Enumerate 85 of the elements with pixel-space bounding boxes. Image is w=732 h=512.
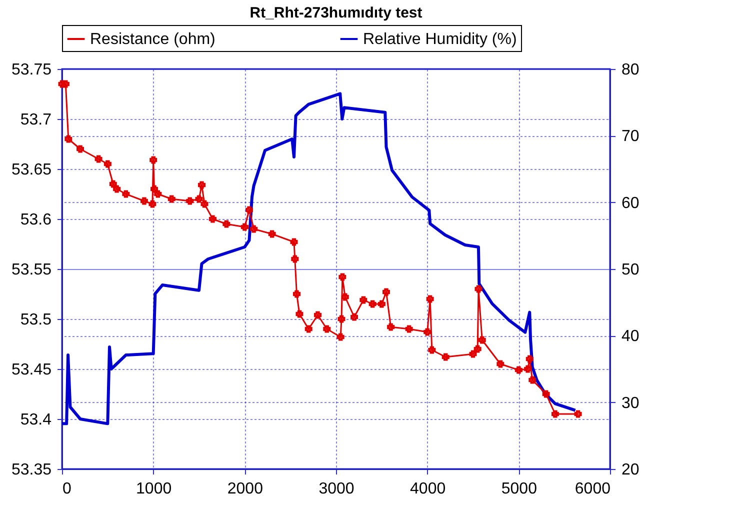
- chart-title: Rt_Rht-273humıdıty test: [250, 4, 422, 22]
- y-tick-label: 53.7: [20, 112, 52, 128]
- y-tick-label: 53.45: [11, 362, 52, 378]
- point: [442, 353, 450, 361]
- point: [62, 80, 70, 88]
- point: [296, 310, 304, 318]
- point: [469, 350, 477, 358]
- y-tick-label: 53.75: [11, 62, 52, 78]
- point: [424, 328, 432, 336]
- point: [240, 223, 248, 231]
- point: [104, 160, 112, 168]
- y-tick-label: 53.55: [11, 262, 52, 278]
- point: [291, 255, 299, 263]
- x-tick-label: 1000: [136, 480, 172, 498]
- point: [542, 390, 550, 398]
- point: [250, 225, 258, 233]
- point: [113, 185, 121, 193]
- y2-tick-label: 60: [622, 194, 640, 212]
- point: [290, 238, 298, 246]
- point: [336, 333, 344, 341]
- legend-label: Resistance (ohm): [90, 31, 216, 48]
- point: [168, 195, 176, 203]
- point: [426, 295, 434, 303]
- point: [200, 200, 208, 208]
- x-tick-label: 5000: [501, 480, 538, 498]
- point: [292, 290, 300, 298]
- point: [122, 190, 130, 198]
- point: [76, 145, 84, 153]
- y2-tick-label: 70: [622, 128, 640, 146]
- point: [150, 156, 158, 164]
- x-tick-label: 6000: [574, 480, 611, 498]
- point: [195, 195, 203, 203]
- point: [304, 325, 312, 333]
- point: [140, 197, 148, 205]
- point: [338, 315, 346, 323]
- point: [64, 135, 72, 143]
- point: [314, 311, 322, 319]
- point: [387, 323, 395, 331]
- x-tick-label: 3000: [318, 480, 354, 498]
- point: [514, 366, 522, 374]
- legend-label: Relative Humidity (%): [363, 31, 517, 48]
- point: [222, 220, 230, 228]
- point: [245, 206, 253, 214]
- point: [350, 313, 358, 321]
- point: [198, 181, 206, 189]
- point: [382, 288, 390, 296]
- point: [268, 230, 276, 238]
- point: [341, 293, 349, 301]
- y2-tick-label: 20: [622, 462, 640, 478]
- point: [109, 180, 117, 188]
- y-tick-label: 53.65: [11, 162, 52, 178]
- point: [551, 410, 559, 418]
- point: [474, 345, 482, 353]
- point: [574, 410, 582, 418]
- x-tick-label: 2000: [227, 480, 264, 498]
- point: [478, 336, 486, 344]
- point: [94, 155, 102, 163]
- point: [474, 285, 482, 293]
- point: [150, 185, 158, 193]
- y2-tick-label: 40: [622, 328, 640, 346]
- y-tick-label: 53.5: [20, 312, 52, 328]
- point: [148, 200, 156, 208]
- y-tick-label: 53.4: [20, 412, 52, 428]
- point: [428, 346, 436, 354]
- y2-tick-label: 30: [622, 394, 640, 412]
- point: [368, 300, 376, 308]
- point: [154, 190, 162, 198]
- point: [58, 80, 66, 88]
- y2-tick-label: 50: [622, 262, 640, 278]
- y-tick-label: 53.35: [11, 462, 52, 478]
- x-tick-label: 0: [62, 480, 72, 498]
- x-tick-label: 4000: [410, 480, 446, 498]
- point: [208, 215, 216, 223]
- y-tick-label: 53.6: [20, 212, 52, 228]
- y2-tick-label: 80: [622, 62, 640, 78]
- point: [524, 365, 532, 373]
- point: [528, 376, 536, 384]
- point: [526, 355, 534, 363]
- point: [338, 273, 346, 281]
- point: [378, 300, 386, 308]
- point: [405, 325, 413, 333]
- point: [496, 360, 504, 368]
- point: [323, 325, 331, 333]
- point: [360, 296, 368, 304]
- point: [186, 197, 194, 205]
